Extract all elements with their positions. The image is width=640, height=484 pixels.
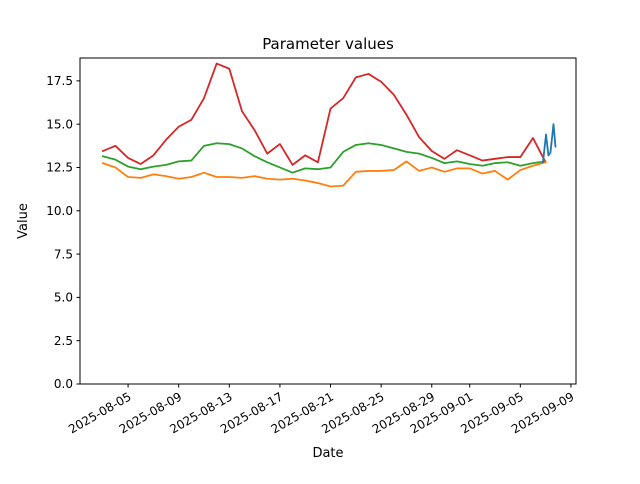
series-blue-line bbox=[542, 123, 557, 164]
y-tick-label: 12.5 bbox=[46, 161, 73, 175]
y-tick-label: 5.0 bbox=[54, 291, 73, 305]
y-tick-label: 10.0 bbox=[46, 204, 73, 218]
plot-lines bbox=[101, 62, 557, 188]
y-tick-label: 17.5 bbox=[46, 74, 73, 88]
y-tick-label: 15.0 bbox=[46, 117, 73, 131]
series-green-line bbox=[101, 142, 547, 174]
y-tick-label: 0.0 bbox=[54, 377, 73, 391]
chart-title: Parameter values bbox=[262, 35, 394, 53]
y-axis: 0.0 2.5 5.0 7.5 10.0 12.5 15.0 17.5 bbox=[46, 74, 80, 391]
x-axis-label: Date bbox=[312, 446, 343, 461]
series-red-line bbox=[101, 62, 547, 166]
plot-area bbox=[79, 57, 577, 385]
y-axis-label: Value bbox=[16, 203, 31, 239]
y-tick-label: 7.5 bbox=[54, 247, 73, 261]
y-tick-label: 2.5 bbox=[54, 334, 73, 348]
series-orange-line bbox=[101, 160, 547, 188]
